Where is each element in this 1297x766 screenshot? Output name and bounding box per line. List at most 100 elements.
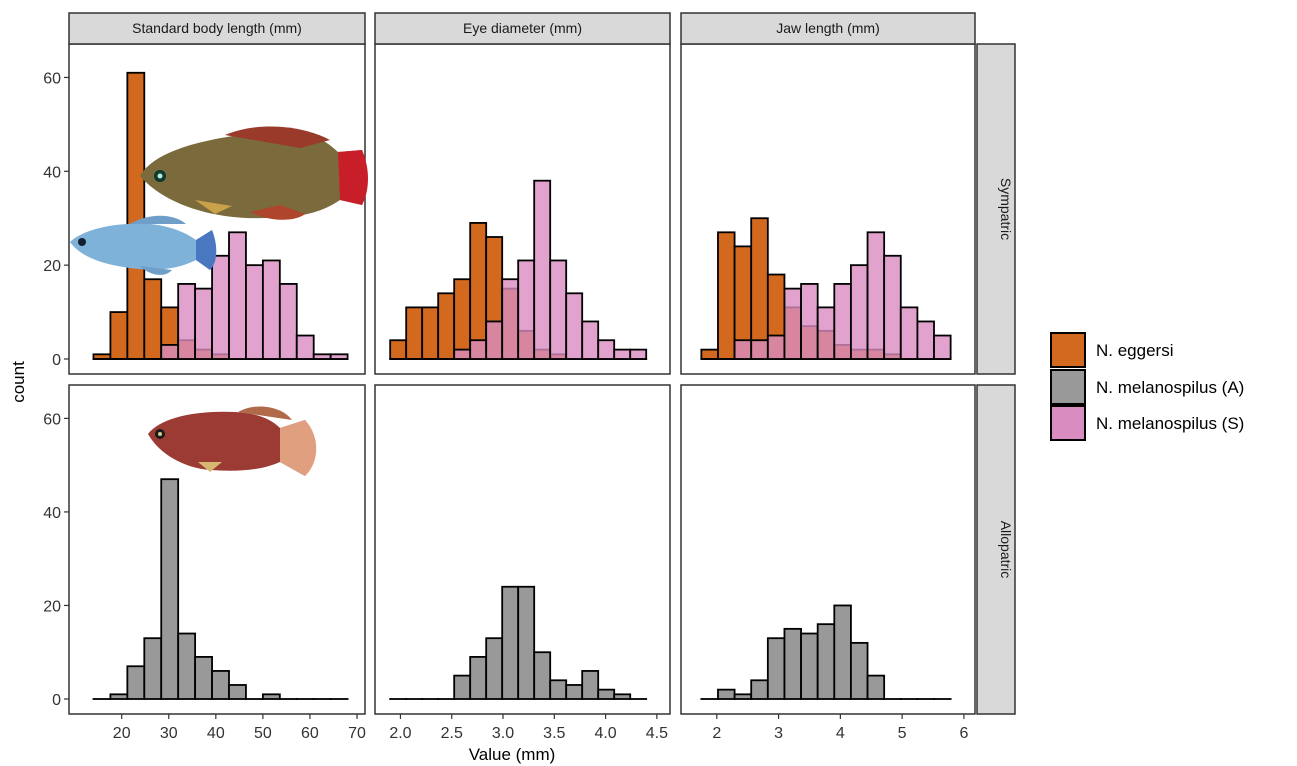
histogram-bar — [278, 283, 298, 360]
histogram-bar — [750, 217, 769, 360]
histogram-bar — [453, 278, 472, 360]
y-tick-label: 20 — [43, 258, 61, 275]
killifish-blue-icon — [70, 215, 217, 275]
histogram-bar — [211, 254, 230, 360]
facet-strips: Standard body length (mm) Eye diameter (m… — [68, 12, 1016, 715]
histogram-bar — [109, 693, 129, 700]
panel-allo-1 — [374, 384, 671, 715]
legend-swatch-melS — [1050, 405, 1086, 441]
x-tick-label: 60 — [301, 725, 319, 742]
histogram-bar — [485, 320, 504, 360]
histogram-bar — [261, 259, 281, 360]
histogram-bar — [177, 632, 197, 700]
histogram-bar — [126, 71, 146, 360]
x-tick-label: 3 — [774, 725, 783, 742]
histogram-bar — [329, 353, 349, 360]
histogram-bar — [613, 348, 632, 360]
y-tick-label: 60 — [43, 411, 61, 428]
facet-strip-row-label: Allopatric — [998, 521, 1014, 579]
facet-strip-row — [976, 43, 1016, 375]
histogram-bar — [517, 259, 536, 360]
histogram-bar — [312, 353, 332, 360]
histogram-bar — [469, 222, 488, 360]
facet-strip-label: Jaw length (mm) — [776, 20, 879, 36]
killifish-red-tail-icon — [140, 126, 368, 220]
histogram-bar — [717, 688, 736, 700]
histogram-bar — [766, 334, 786, 360]
panel-allo-2 — [680, 384, 976, 715]
x-tick-label: 4 — [836, 725, 845, 742]
histogram-bar — [850, 641, 869, 700]
histogram-bar — [389, 339, 408, 360]
histogram-bar — [783, 287, 802, 360]
histogram-bar — [160, 478, 180, 700]
axes: 0 20 40 60 0 20 40 60 20 30 40 50 60 70 2.0 2.5 3.0 3.5 4.… — [9, 70, 968, 764]
histogram-bar — [883, 254, 902, 360]
x-tick-label: 50 — [254, 725, 272, 742]
x-tick-label: 6 — [959, 725, 968, 742]
legend-swatch-melA — [1050, 369, 1086, 405]
killifish-allopatric-icon — [148, 406, 317, 476]
histogram-bar — [899, 306, 919, 360]
facet-strip-row-label: Sympatric — [998, 178, 1014, 240]
histogram-bar — [549, 679, 568, 700]
y-tick-label: 40 — [43, 164, 61, 181]
fish-illustrations — [70, 126, 368, 476]
histogram-bar — [597, 688, 616, 700]
y-tick-label: 20 — [43, 598, 61, 615]
histogram-bar — [261, 693, 281, 700]
histogram-bar — [469, 656, 488, 700]
x-tick-label: 30 — [160, 725, 178, 742]
histogram-bar — [421, 306, 440, 360]
histogram-bar — [933, 334, 952, 360]
x-tick-label: 2.5 — [441, 725, 463, 742]
x-tick-label: 4.5 — [646, 725, 668, 742]
histogram-bar — [597, 339, 616, 360]
histogram-bar — [866, 674, 886, 700]
histogram-bar — [517, 585, 536, 700]
histogram-bar — [211, 670, 230, 700]
histogram-bar — [581, 320, 600, 360]
histogram-bar — [800, 283, 819, 360]
legend-label-melA: N. melanospilus (A) — [1096, 378, 1244, 397]
y-tick-label: 60 — [43, 70, 61, 87]
histogram-bar — [501, 585, 520, 700]
histogram-bar — [194, 656, 213, 700]
histogram-bar — [437, 292, 456, 360]
histogram-bar — [816, 306, 836, 360]
histogram-bar — [750, 339, 769, 360]
histogram-bar — [160, 344, 180, 360]
x-tick-label: 5 — [898, 725, 907, 742]
legend-label-melS: N. melanospilus (S) — [1096, 414, 1244, 433]
histogram-bar — [126, 665, 146, 700]
histogram-bar — [866, 231, 886, 360]
histogram-bar — [850, 264, 869, 360]
histogram-bar — [733, 693, 753, 700]
histogram-bar — [565, 684, 584, 700]
legend-swatch-eggersi — [1050, 332, 1086, 368]
histogram-bar — [143, 637, 163, 700]
facet-strip-column — [374, 12, 671, 45]
histogram-bar — [453, 674, 472, 700]
x-tick-label: 3.0 — [492, 725, 514, 742]
histogram-bar — [833, 604, 852, 700]
histogram-bar — [143, 278, 163, 360]
histogram-bar — [833, 283, 852, 360]
histogram-bar — [453, 348, 472, 360]
histogram-bar — [295, 334, 315, 360]
histogram-bar — [750, 679, 769, 700]
histogram-bar — [549, 259, 568, 360]
histogram-bar — [565, 292, 584, 360]
x-tick-label: 2.0 — [389, 725, 411, 742]
x-axis-title: Value (mm) — [469, 745, 556, 764]
histogram-bar — [629, 348, 648, 360]
histogram-bar — [800, 632, 819, 700]
y-tick-label: 40 — [43, 505, 61, 522]
histogram-bar — [405, 306, 424, 360]
legend-label-eggersi: N. eggersi — [1096, 341, 1173, 360]
histogram-bar — [533, 651, 552, 700]
x-tick-label: 20 — [113, 725, 131, 742]
histogram-bar — [733, 339, 753, 360]
facet-strip-column — [68, 12, 366, 45]
